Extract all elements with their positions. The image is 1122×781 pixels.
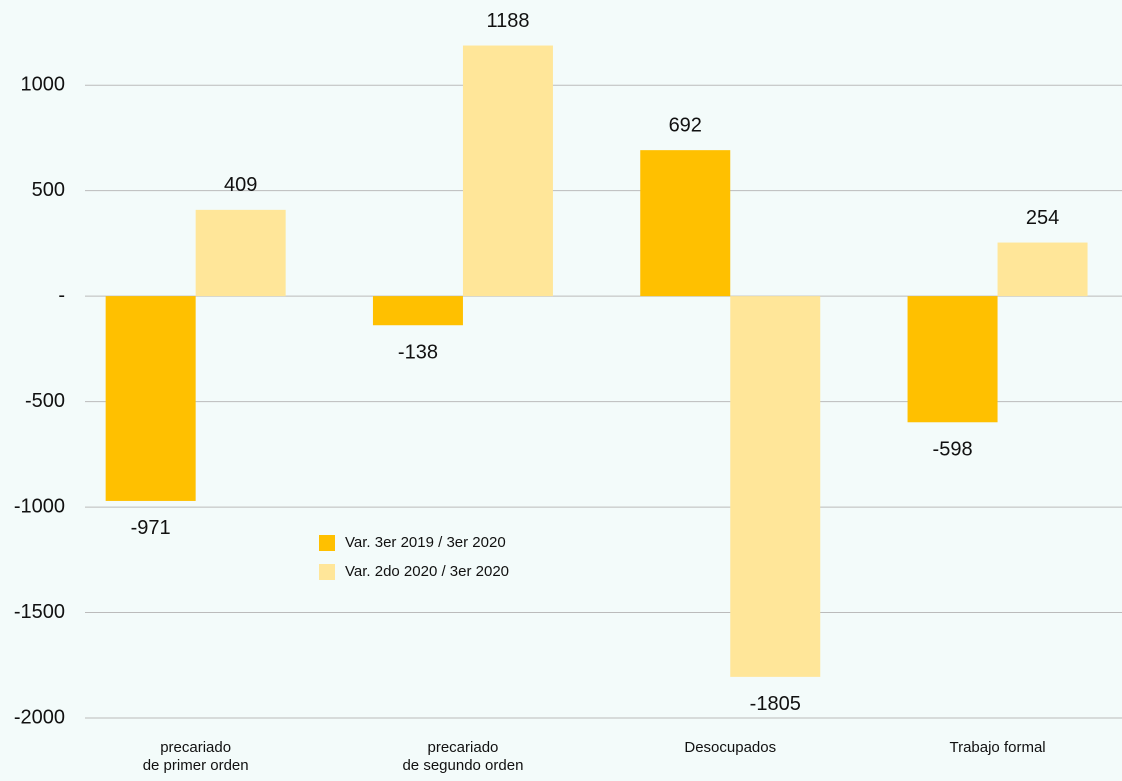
- y-tick-label: -2000: [14, 706, 65, 728]
- bar: [640, 150, 731, 297]
- value-label: -138: [398, 342, 438, 364]
- y-tick-label: -: [58, 284, 65, 306]
- bar: [907, 296, 998, 423]
- bar: [195, 209, 286, 297]
- legend-swatch: [319, 535, 335, 551]
- bar: [997, 242, 1088, 297]
- x-tick-label: precariado de primer orden: [143, 739, 249, 774]
- y-tick-label: 1000: [21, 73, 66, 95]
- y-tick-label: 500: [32, 179, 65, 201]
- x-tick-label: Desocupados: [684, 739, 776, 756]
- bar: [730, 296, 821, 677]
- value-label: -1805: [750, 693, 801, 715]
- bar: [105, 296, 196, 501]
- x-tick-label: Trabajo formal: [949, 739, 1045, 756]
- y-tick-label: -1500: [14, 601, 65, 623]
- value-label: 1188: [486, 10, 529, 32]
- legend-swatch: [319, 564, 335, 580]
- legend-label: Var. 2do 2020 / 3er 2020: [345, 563, 509, 580]
- value-label: 409: [224, 174, 257, 196]
- y-tick-label: -500: [25, 390, 65, 412]
- y-tick-label: -1000: [14, 495, 65, 517]
- value-label: 692: [669, 114, 702, 136]
- value-label: 254: [1026, 207, 1059, 229]
- value-label: -971: [131, 517, 171, 539]
- bar: [462, 45, 553, 297]
- x-tick-label: precariado de segundo orden: [402, 739, 523, 774]
- bar: [372, 296, 463, 326]
- legend-label: Var. 3er 2019 / 3er 2020: [345, 534, 506, 551]
- value-label: -598: [933, 439, 973, 461]
